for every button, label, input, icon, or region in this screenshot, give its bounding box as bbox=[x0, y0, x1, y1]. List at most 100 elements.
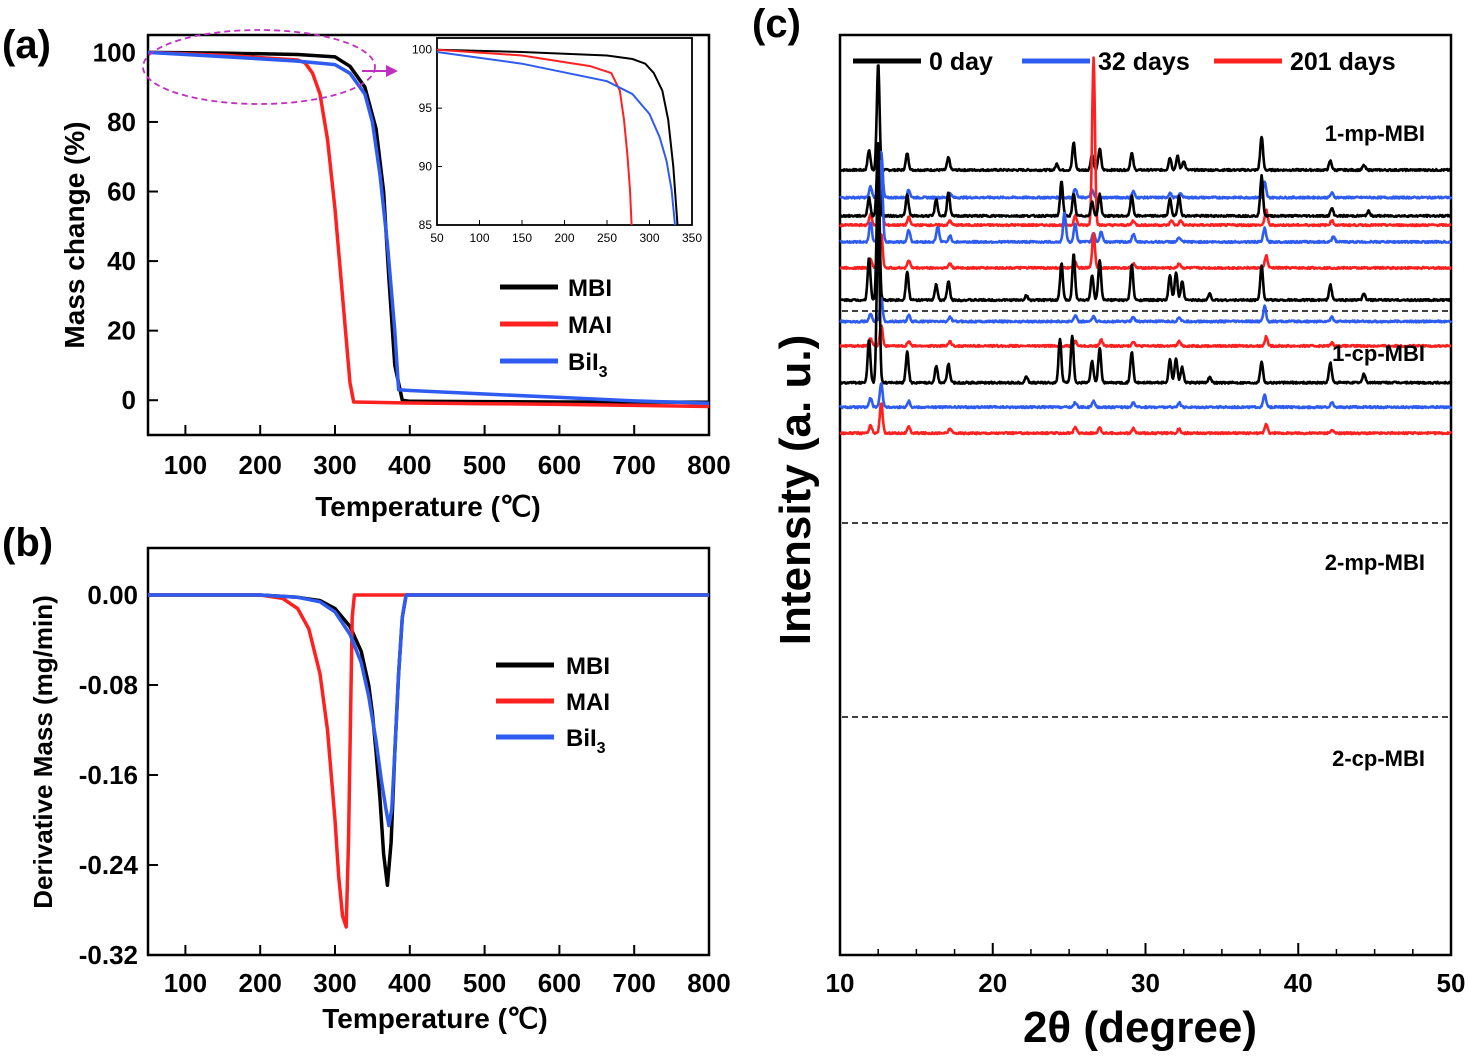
inset-y-tick-label: 85 bbox=[419, 218, 433, 232]
c-x-tick-label: 40 bbox=[1284, 968, 1313, 998]
inset-ticks: 50 100 150 200 250 300 350 85 90 95 100 bbox=[412, 43, 702, 245]
a-y-tick-label: 20 bbox=[107, 316, 136, 346]
b-y-tick-label: 0.00 bbox=[87, 580, 138, 610]
c-legend-label-201days: 201 days bbox=[1290, 48, 1396, 76]
c-x-tick-label: 20 bbox=[978, 968, 1007, 998]
b-x-tick-label: 500 bbox=[463, 968, 506, 998]
b-legend: MBI MAI BiI3 bbox=[496, 653, 610, 757]
a-x-tick-label: 800 bbox=[687, 450, 730, 480]
b-y-tick-label: -0.16 bbox=[79, 760, 138, 790]
c-xrd-trace bbox=[839, 64, 1453, 173]
c-xrd-trace bbox=[839, 296, 1453, 324]
b-x-tick-label: 300 bbox=[313, 968, 356, 998]
a-y-tick-label: 100 bbox=[93, 37, 136, 67]
c-sample-label-1-cp-mbi: 1-cp-MBI bbox=[1332, 341, 1425, 366]
inset-x-tick-label: 150 bbox=[512, 231, 532, 245]
b-x-tick-label: 100 bbox=[164, 968, 207, 998]
inset-y-tick-label: 90 bbox=[419, 160, 433, 174]
panel-a: (a) 100 200 300 400 500 600 700 800 0 20 40 60 80 10… bbox=[2, 23, 731, 522]
plot-c-frame bbox=[838, 33, 1453, 957]
inset-y-tick-label: 100 bbox=[412, 43, 432, 57]
b-series-line bbox=[148, 593, 709, 828]
b-y-tick-label: -0.08 bbox=[79, 670, 138, 700]
b-series-line bbox=[148, 593, 709, 929]
a-legend-bii3-sub: 3 bbox=[599, 364, 608, 381]
inset-series-group bbox=[436, 48, 679, 226]
c-legend: 0 day 32 days 201 days bbox=[853, 48, 1396, 76]
b-legend-bii3-sub: 3 bbox=[597, 740, 606, 757]
inset-x-tick-label: 100 bbox=[469, 231, 489, 245]
a-series-line bbox=[147, 50, 710, 406]
a-y-tick-label: 80 bbox=[107, 107, 136, 137]
c-sample-label-1-mp-mbi: 1-mp-MBI bbox=[1325, 121, 1425, 146]
a-y-tick-label: 0 bbox=[122, 385, 136, 415]
inset-x-tick-label: 250 bbox=[597, 231, 617, 245]
c-xrd-trace bbox=[839, 402, 1453, 436]
a-x-tick-label: 200 bbox=[239, 450, 282, 480]
a-y-tick-label: 40 bbox=[107, 246, 136, 276]
panel-b: (b) 100 200 300 400 500 600 700 800 0.00 -0.08 -0… bbox=[2, 521, 731, 1034]
inset-x-tick-label: 200 bbox=[554, 231, 574, 245]
b-series-line bbox=[148, 593, 709, 888]
c-x-tick-label: 50 bbox=[1437, 968, 1466, 998]
a-legend-bii3-main: BiI bbox=[568, 349, 599, 376]
c-group-dividers bbox=[842, 310, 1449, 718]
c-x-tick-label: 10 bbox=[826, 968, 855, 998]
c-x-ticks: 10 20 30 40 50 bbox=[826, 943, 1466, 998]
a-legend-label-mai: MAI bbox=[568, 312, 612, 339]
zoom-arrow-head bbox=[386, 65, 398, 77]
inset-x-tick-label: 300 bbox=[639, 231, 659, 245]
plot-b-frame bbox=[146, 546, 711, 957]
a-x-ticks: 100 200 300 400 500 600 700 800 bbox=[164, 425, 731, 480]
c-xrd-trace bbox=[838, 56, 1452, 228]
a-x-tick-label: 700 bbox=[613, 450, 656, 480]
inset-frame bbox=[436, 37, 693, 226]
inset-series-line bbox=[436, 48, 633, 226]
b-x-tick-label: 800 bbox=[687, 968, 730, 998]
c-xrd-trace bbox=[839, 324, 1452, 349]
b-legend-label-mai: MAI bbox=[566, 689, 610, 716]
a-legend-label-bii3: BiI3 bbox=[568, 349, 608, 381]
a-x-tick-label: 600 bbox=[538, 450, 581, 480]
b-legend-bii3-main: BiI bbox=[566, 725, 597, 752]
panel-a-label: (a) bbox=[2, 23, 51, 67]
a-legend: MBI MAI BiI3 bbox=[500, 275, 612, 381]
inset-series-line bbox=[436, 48, 679, 226]
inset-x-tick-label: 350 bbox=[682, 231, 702, 245]
b-legend-label-mbi: MBI bbox=[566, 653, 610, 680]
zoom-ellipse bbox=[142, 29, 376, 105]
inset-x-tick-label: 50 bbox=[430, 231, 444, 245]
panel-b-label: (b) bbox=[2, 521, 53, 565]
b-x-tick-label: 400 bbox=[388, 968, 431, 998]
c-x-tick-label: 30 bbox=[1131, 968, 1160, 998]
c-xrd-trace bbox=[839, 232, 1452, 271]
a-series-group bbox=[147, 50, 710, 409]
c-xrd-trace bbox=[839, 150, 1453, 200]
b-y-tick-label: -0.32 bbox=[79, 940, 138, 970]
a-x-axis-label: Temperature (℃) bbox=[315, 491, 540, 522]
c-xrd-trace bbox=[839, 157, 1453, 303]
a-x-tick-label: 300 bbox=[313, 450, 356, 480]
panel-c-label: (c) bbox=[752, 2, 801, 46]
b-x-axis-label: Temperature (℃) bbox=[322, 1003, 547, 1034]
c-xrd-trace bbox=[839, 159, 1452, 245]
panel-c: (c) 10 20 30 40 50 2θ (degree) Intensity (a.… bbox=[752, 2, 1465, 1052]
c-sample-label-2-mp-mbi: 2-mp-MBI bbox=[1325, 550, 1425, 575]
b-y-ticks: 0.00 -0.08 -0.16 -0.24 -0.32 bbox=[79, 580, 158, 970]
b-x-tick-label: 600 bbox=[538, 968, 581, 998]
a-x-tick-label: 400 bbox=[388, 450, 431, 480]
c-xrd-trace bbox=[839, 142, 1452, 219]
b-x-tick-label: 700 bbox=[613, 968, 656, 998]
c-traces-group bbox=[838, 56, 1453, 436]
c-xrd-trace bbox=[839, 212, 1453, 385]
a-x-tick-label: 500 bbox=[463, 450, 506, 480]
a-x-tick-label: 100 bbox=[164, 450, 207, 480]
c-legend-label-32days: 32 days bbox=[1098, 48, 1190, 76]
inset-y-tick-label: 95 bbox=[419, 101, 433, 115]
a-y-axis-label: Mass change (%) bbox=[59, 121, 90, 348]
b-legend-label-bii3: BiI3 bbox=[566, 725, 606, 757]
a-legend-label-mbi: MBI bbox=[568, 275, 612, 302]
c-x-axis-label: 2θ (degree) bbox=[1023, 1003, 1257, 1052]
b-x-tick-label: 200 bbox=[239, 968, 282, 998]
